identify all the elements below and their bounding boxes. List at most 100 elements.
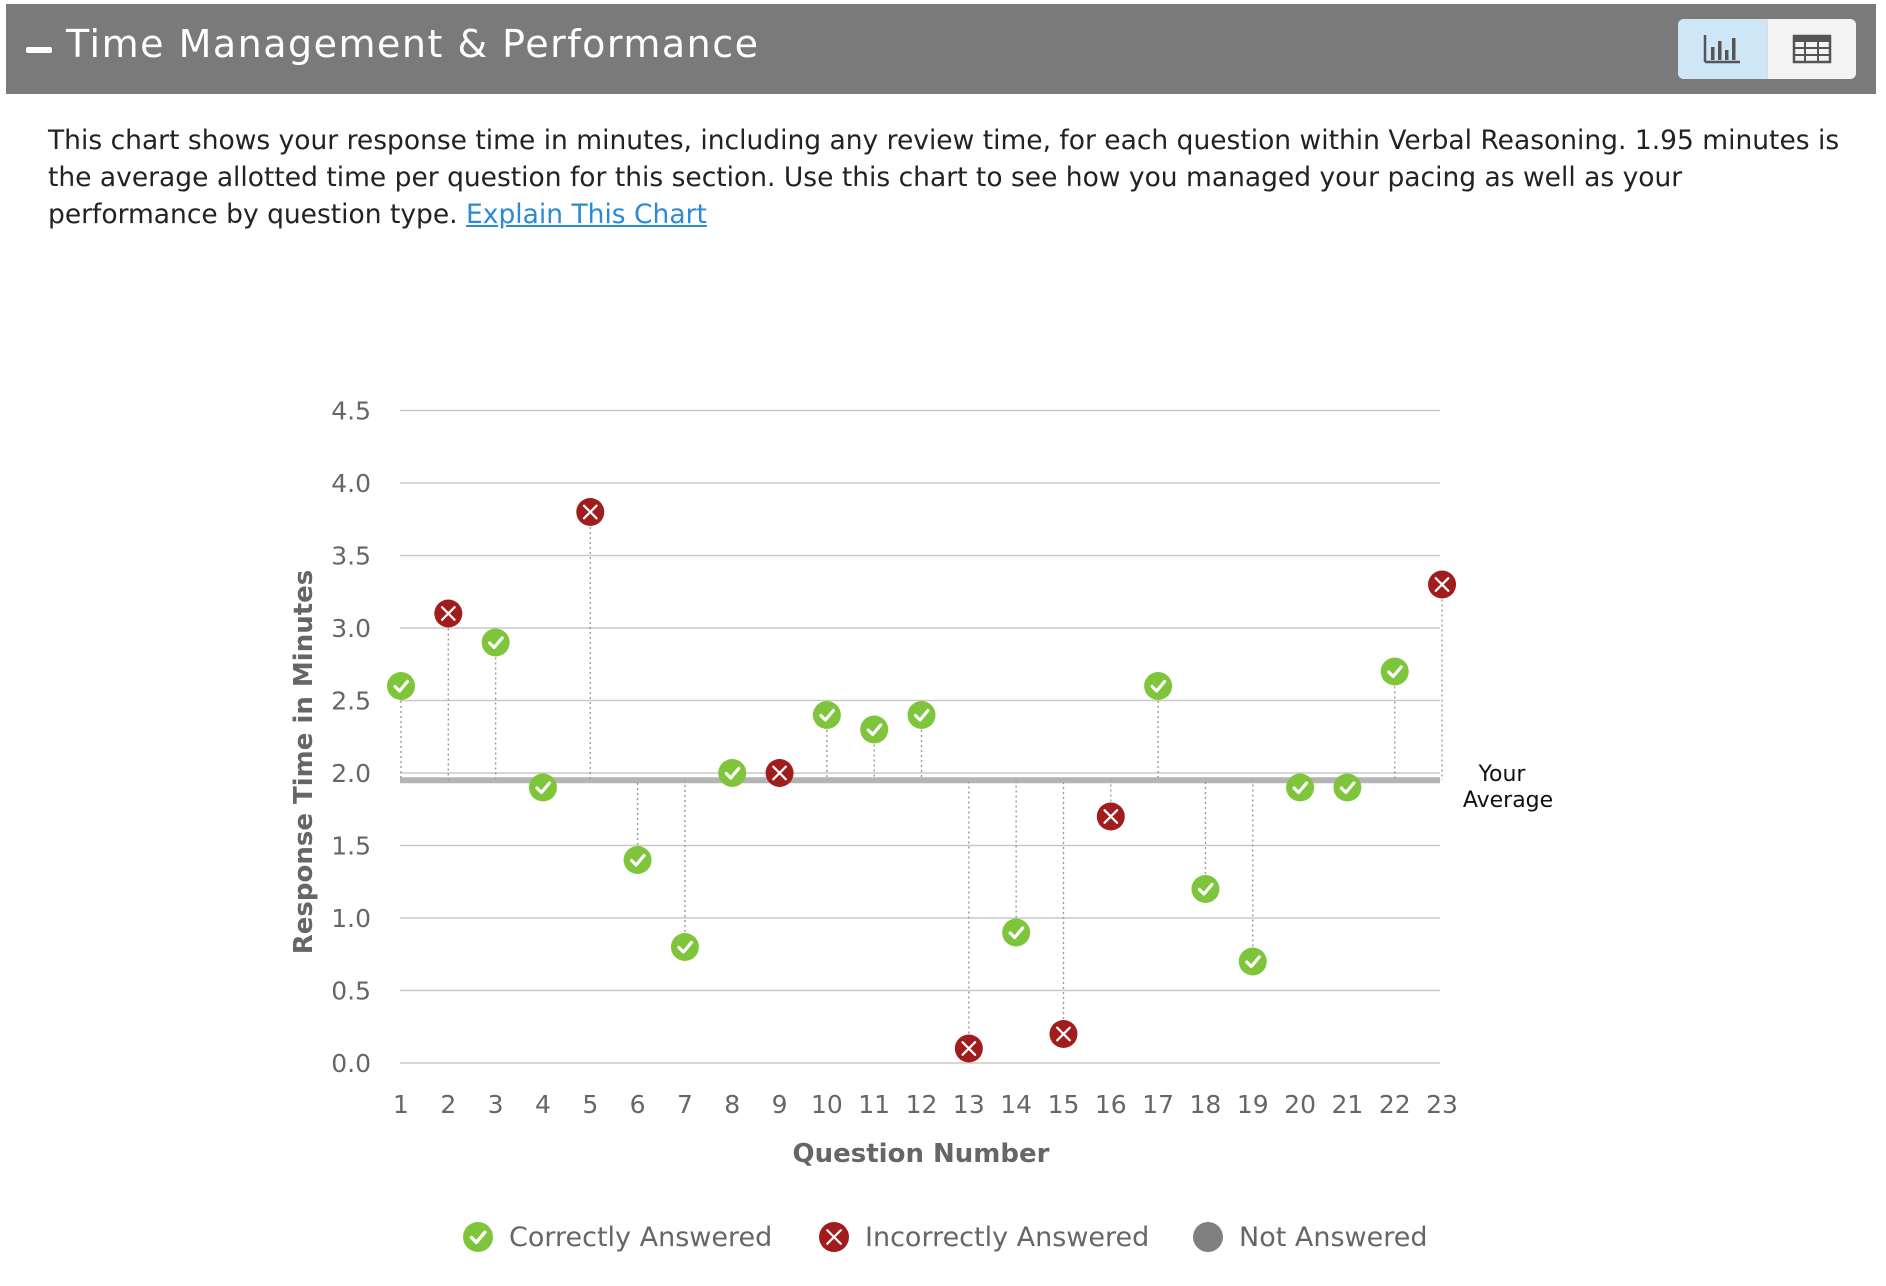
correct-marker-circle: [718, 759, 747, 787]
y-tick-label: 2.0: [331, 759, 371, 788]
check-icon: [677, 940, 694, 954]
check-icon: [1245, 955, 1261, 969]
collapse-minus-icon[interactable]: [26, 47, 52, 53]
y-tick-label: 3.5: [331, 542, 371, 571]
check-icon: [469, 1230, 487, 1245]
data-point-q19: [1238, 947, 1267, 976]
y-tick-label: 0.5: [331, 977, 371, 1006]
correct-marker-circle: [1286, 773, 1315, 802]
bar-chart-icon: [1704, 35, 1741, 64]
y-tick-label: 1.0: [331, 904, 371, 933]
data-point-q15: [1049, 1020, 1078, 1048]
x-tick-label: 18: [1190, 1090, 1222, 1119]
data-point-q12: [907, 701, 936, 729]
check-icon: [866, 723, 883, 737]
x-mark-icon: [826, 1229, 842, 1245]
table-grid-icon: [1792, 34, 1831, 64]
data-point-q5: [576, 498, 605, 526]
check-icon: [1339, 781, 1356, 795]
legend-label: Incorrectly Answered: [865, 1222, 1149, 1253]
check-icon: [393, 679, 410, 693]
explain-chart-link[interactable]: Explain This Chart: [466, 199, 707, 230]
x-tick-label: 23: [1426, 1090, 1458, 1119]
data-point-q20: [1286, 773, 1315, 802]
average-label-line1: Your: [1478, 762, 1527, 787]
x-tick-label: 6: [630, 1090, 646, 1119]
correct-marker-circle: [812, 701, 841, 729]
performance-panel: Time Management & Performance: [6, 4, 1876, 1286]
x-mark-icon: [1103, 809, 1119, 824]
panel-header: Time Management & Performance: [6, 4, 1876, 94]
y-axis-label: Response Time in Minutes: [289, 570, 319, 955]
check-icon: [1008, 926, 1025, 940]
average-label-line2: Average: [1463, 788, 1553, 813]
x-tick-label: 21: [1331, 1090, 1363, 1119]
correct-marker-circle: [1238, 947, 1267, 976]
y-tick-label: 1.5: [331, 832, 371, 861]
x-mark-icon: [440, 606, 456, 621]
correct-marker-circle: [670, 933, 699, 961]
check-icon: [1292, 781, 1309, 795]
check-icon: [913, 708, 930, 722]
data-point-q8: [718, 759, 747, 787]
data-point-q9: [765, 759, 794, 787]
data-point-q18: [1191, 875, 1220, 903]
view-toggle: [1678, 19, 1856, 79]
table-view-button[interactable]: [1766, 19, 1856, 79]
correct-marker-circle: [860, 715, 889, 744]
correct-marker-circle: [387, 672, 415, 700]
y-tick-label: 0.0: [331, 1049, 371, 1078]
description-text: This chart shows your response time in m…: [48, 125, 1840, 230]
data-point-q4: [528, 773, 557, 802]
y-tick-label: 2.5: [331, 687, 371, 716]
y-tick-label: 4.5: [331, 397, 371, 426]
check-icon: [629, 853, 646, 867]
legend-item-correct: Correctly Answered: [463, 1222, 772, 1253]
data-point-q16: [1096, 802, 1125, 831]
not-answered-marker-icon: [1193, 1222, 1223, 1252]
data-point-q6: [623, 846, 652, 874]
x-tick-label: 22: [1379, 1090, 1411, 1119]
x-tick-label: 5: [582, 1090, 598, 1119]
legend-item-incorrect: Incorrectly Answered: [819, 1222, 1149, 1253]
check-icon: [535, 781, 552, 795]
check-icon: [488, 636, 504, 650]
check-icon: [1387, 665, 1403, 679]
y-tick-label: 3.0: [331, 614, 371, 643]
legend-item-not_answered: Not Answered: [1193, 1222, 1428, 1253]
correct-legend-icon: [463, 1222, 493, 1252]
x-mark-icon: [582, 504, 598, 520]
incorrect-legend-icon: [819, 1222, 849, 1252]
correct-marker-circle: [1144, 672, 1173, 700]
x-tick-label: 11: [858, 1090, 890, 1119]
data-point-q10: [812, 701, 841, 729]
data-point-q2: [434, 599, 463, 628]
data-point-q7: [670, 933, 699, 961]
x-tick-label: 13: [953, 1090, 985, 1119]
data-point-q23: [1428, 570, 1457, 599]
x-tick-label: 2: [440, 1090, 456, 1119]
data-point-q21: [1333, 773, 1362, 802]
chart-view-button[interactable]: [1678, 19, 1767, 79]
check-icon: [1150, 679, 1167, 693]
x-tick-label: 4: [535, 1090, 551, 1119]
x-tick-label: 15: [1048, 1090, 1080, 1119]
x-tick-label: 10: [811, 1090, 843, 1119]
check-icon: [819, 708, 835, 722]
x-tick-label: 12: [906, 1090, 938, 1119]
legend-label: Correctly Answered: [509, 1222, 772, 1253]
x-tick-label: 3: [488, 1090, 504, 1119]
data-point-q1: [387, 672, 415, 700]
correct-marker-circle: [623, 846, 652, 874]
correct-marker-circle: [907, 701, 936, 729]
data-point-q14: [1002, 918, 1031, 947]
chart-description: This chart shows your response time in m…: [48, 122, 1848, 233]
correct-marker-circle: [1191, 875, 1220, 903]
x-mark-icon: [772, 765, 787, 781]
x-tick-label: 19: [1237, 1090, 1269, 1119]
data-point-q17: [1144, 672, 1173, 700]
x-mark-icon: [961, 1041, 977, 1056]
correct-marker-circle: [1380, 657, 1409, 686]
x-tick-label: 7: [677, 1090, 693, 1119]
